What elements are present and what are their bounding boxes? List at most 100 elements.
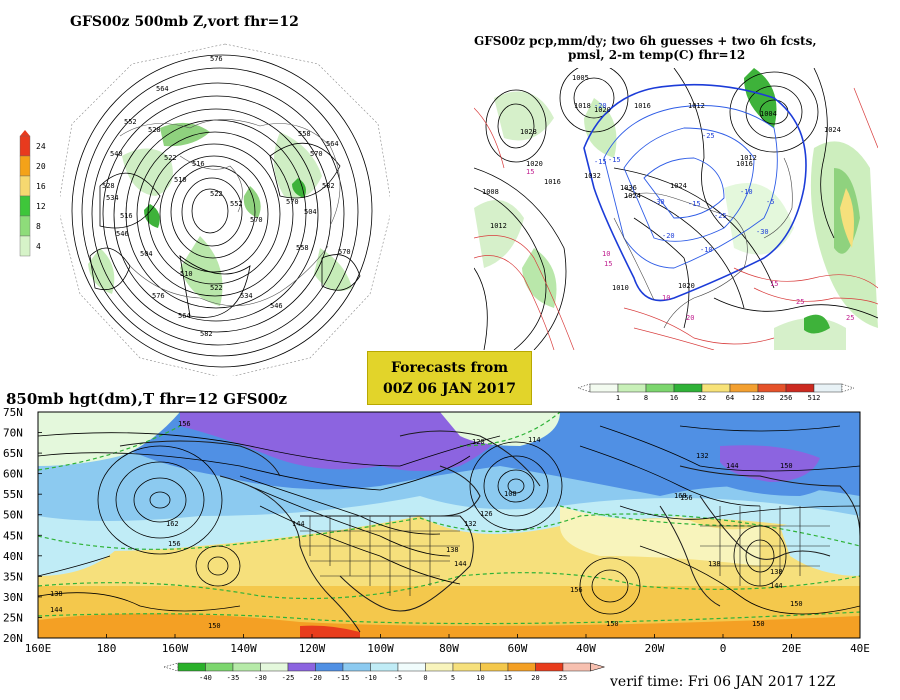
pcp-scale-tick: 1 [616, 394, 620, 402]
lon-label: 80W [439, 642, 459, 655]
height-contour-label: 516 [120, 212, 133, 220]
height-contour-label: 570 [250, 216, 263, 224]
height-contour-label: 144 [726, 462, 739, 470]
height-contour-label: 576 [152, 292, 165, 300]
pcp-scale-swatch [617, 383, 647, 393]
height-contour-label: 150 [790, 600, 803, 608]
pcp-scale-arrow-right [841, 383, 855, 393]
isobar-label: 1016 [634, 102, 651, 110]
height-contour-label: 528 [102, 182, 115, 190]
pcp-scale-tick: 128 [752, 394, 765, 402]
height-contour-label: 558 [298, 130, 311, 138]
lon-label: 160W [162, 642, 189, 655]
height-contour-label: 150 [780, 462, 793, 470]
temp-label-cold: -25 [702, 132, 715, 140]
lon-label: 20E [782, 642, 802, 655]
height-contour-label: 138 [770, 568, 783, 576]
height-contour-label: 132 [464, 520, 477, 528]
temp-label-cold: -15 [688, 200, 701, 208]
temp-scale-swatch [260, 662, 289, 672]
vort-scale-swatch [19, 195, 31, 217]
temp-scale-swatch [342, 662, 371, 672]
height-contour-label: 528 [148, 126, 161, 134]
isobar-label: 1024 [624, 192, 641, 200]
pcp-scale-swatch [645, 383, 675, 393]
vort-scale-swatch [19, 155, 31, 177]
height-contour-label: 540 [110, 150, 123, 158]
lat-label: 20N [3, 632, 23, 645]
height-contour-label: 564 [156, 85, 169, 93]
vort-scale-tick: 20 [36, 162, 46, 171]
height-contour-label: 510 [174, 176, 187, 184]
pcp-scale-tick: 8 [644, 394, 648, 402]
height-contour-label: 138 [50, 590, 63, 598]
temp-scale-arrow-right [590, 662, 606, 672]
isobar-label: 1020 [678, 282, 695, 290]
height-contour-label: 132 [696, 452, 709, 460]
verif-time: verif time: Fri 06 JAN 2017 12Z [610, 674, 836, 690]
height-contour-label: 156 [168, 540, 181, 548]
temp-scale-swatch [315, 662, 344, 672]
temp-label-warm: 25 [846, 314, 854, 322]
height-contour-label: 546 [270, 302, 283, 310]
map-500mb-vort: 5765645525405285165045105225345465585705… [60, 43, 390, 376]
lon-label: 180 [97, 642, 117, 655]
forecast-init-line1: Forecasts from [390, 360, 509, 376]
vort-scale-swatch [19, 175, 31, 197]
height-contour-label: 534 [106, 194, 119, 202]
vort-scale-tick: 24 [36, 142, 46, 151]
temp-scale-swatch [452, 662, 481, 672]
temp-scale-tick: 15 [504, 674, 512, 682]
isobar-label: 1016 [736, 160, 753, 168]
lon-label: 40E [850, 642, 870, 655]
height-contour-label: 138 [708, 560, 721, 568]
isobar-label: 1018 [574, 102, 591, 110]
height-contour-label: 144 [770, 582, 783, 590]
lon-label: 40W [576, 642, 596, 655]
vort-scale-swatch [19, 235, 31, 257]
temp-scale-swatch [562, 662, 591, 672]
height-contour-label: 156 [178, 420, 191, 428]
temp-label-warm: 15 [526, 168, 534, 176]
temp-label-cold: -5 [766, 198, 774, 206]
height-contour-label: 570 [338, 248, 351, 256]
height-contour-label: 114 [528, 436, 541, 444]
temp-scale-tick: -15 [337, 674, 350, 682]
temp-label-cold: -10 [740, 188, 753, 196]
temp-scale-swatch [205, 662, 234, 672]
pcp-scale-tick: 256 [780, 394, 793, 402]
panel-pcp-title-line2: pmsl, 2-m temp(C) fhr=12 [568, 48, 746, 62]
temp-label-warm: 20 [686, 314, 694, 322]
lat-label: 45N [3, 529, 23, 542]
temp-scale-swatch [480, 662, 509, 672]
temp-label-cold: -25 [714, 212, 727, 220]
lon-label: 120W [299, 642, 326, 655]
height-contour-label: 144 [454, 560, 467, 568]
temp-scale-tick: -40 [199, 674, 212, 682]
pcp-color-scale: 1 8 16 32 64 128 256 512 [577, 383, 855, 402]
height-contour-label: 126 [480, 510, 493, 518]
temp-scale-tick: 20 [531, 674, 539, 682]
temp-label-cold: -10 [700, 246, 713, 254]
temp-scale-swatch [535, 662, 564, 672]
height-contour-label: 570 [310, 150, 323, 158]
isobar-label: 1024 [670, 182, 687, 190]
height-contour-label: 108 [504, 490, 517, 498]
temp-label-warm: 25 [796, 298, 804, 306]
forecast-init-line2: 00Z 06 JAN 2017 [382, 381, 517, 397]
pcp-scale-tick: 64 [726, 394, 734, 402]
height-contour-label: 522 [210, 284, 223, 292]
panel-850mb-title: 850mb hgt(dm),T fhr=12 GFS00z [6, 390, 287, 408]
pcp-scale-tick: 32 [698, 394, 706, 402]
height-contour-label: 156 [680, 494, 693, 502]
temp-label-cold: -15 [594, 158, 607, 166]
temp-scale-arrow-left [163, 662, 179, 672]
temp-label-cold: -20 [594, 102, 607, 110]
lat-label: 60N [3, 468, 23, 481]
isobar-label: 1036 [620, 184, 637, 192]
height-contour-label: 516 [192, 160, 205, 168]
height-contour-label: 150 [752, 620, 765, 628]
temp-scale-swatch [232, 662, 261, 672]
temp-scale-tick: 0 [423, 674, 427, 682]
lat-label: 40N [3, 550, 23, 563]
